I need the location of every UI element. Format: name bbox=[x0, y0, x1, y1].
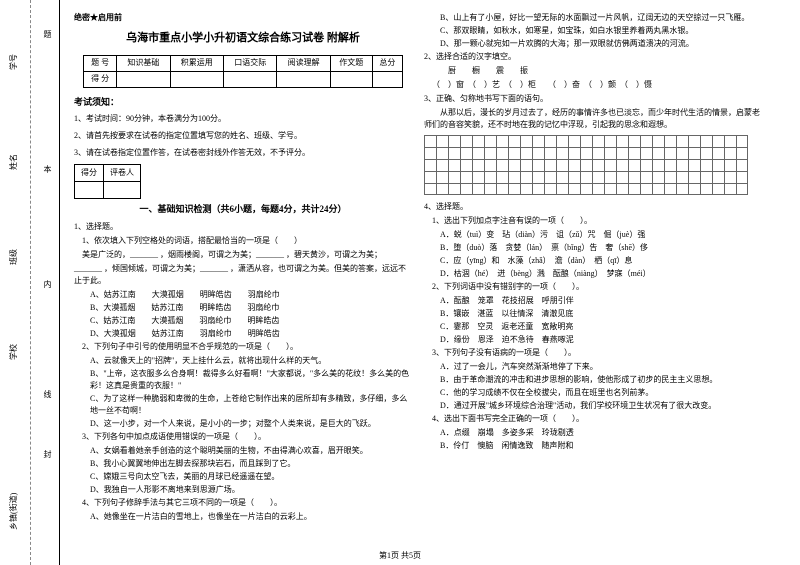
opt: B．镶嵌 湛蓝 以往情深 清澈见底 bbox=[440, 308, 762, 320]
q1-s2: 2、下列句子中引号的使用明显不合乎规范的一项是（ ）。 bbox=[74, 341, 412, 353]
field-class: 班级 bbox=[8, 249, 19, 265]
td: 得 分 bbox=[84, 71, 117, 87]
exam-page: 学号 题 姓名 本 班级 内 学校 线 封 乡镇(街道) 绝密★启用前 乌海市重… bbox=[0, 0, 800, 565]
opt: B、大漠孤烟 姑苏江南 明眸皓齿 羽扇纶巾 bbox=[90, 302, 412, 314]
opt: B、"上帝，这衣服多么合身啊！裁得多么好看啊！"大家都说，"多么美的花纹！多么美… bbox=[90, 368, 412, 392]
opt: C．应（yīng）和 水藻（zhǎ） 澹（dàn） 栖（qī）息 bbox=[440, 255, 762, 267]
page-number: 第1页 共5页 bbox=[0, 550, 800, 561]
q1-l1: 美是广泛的，_______ ，烟雨楼阁，可谓之为美；_______ ，碧天黄沙，… bbox=[74, 249, 412, 261]
td bbox=[170, 71, 223, 87]
notice-title: 考试须知： bbox=[74, 96, 412, 110]
mh: 得分 bbox=[75, 165, 104, 182]
th: 总分 bbox=[372, 55, 402, 71]
td bbox=[224, 71, 277, 87]
notice-3: 3、请在试卷指定位置作答，在试卷密封线外作答无效，不予评分。 bbox=[74, 147, 412, 159]
field-school: 学校 bbox=[8, 344, 19, 360]
opt: C、为了这样一种脆弱和卑微的生命，上苍给它制作出来的居所却有多精致，多仔细，多么… bbox=[90, 393, 412, 417]
opt: B、山上有了小屋，好比一望无际的水面飘过一片风帆，辽阔无边的天空掠过一只飞雁。 bbox=[440, 12, 762, 24]
th: 作文题 bbox=[330, 55, 372, 71]
opt: B．伶仃 懊脑 闲情逸致 随声附和 bbox=[440, 440, 762, 452]
grader-table: 得分评卷人 bbox=[74, 164, 141, 199]
q4-3: 3、下列句子没有语病的一项是（ ）。 bbox=[424, 347, 762, 359]
td bbox=[372, 71, 402, 87]
notice-1: 1、考试时间：90分钟，本卷满分为100分。 bbox=[74, 113, 412, 125]
opt: A．点缀 崩塌 多姿多采 玲珑剔透 bbox=[440, 427, 762, 439]
q1-l2: _______ ，倾国倾城，可谓之为美；_______ ，潇洒从容，也可谓之为美… bbox=[74, 263, 412, 287]
th: 题 号 bbox=[84, 55, 117, 71]
th: 阅读理解 bbox=[277, 55, 330, 71]
opt: C、嫦娥三号向太空飞去，美丽的月球已经遥遥在望。 bbox=[90, 471, 412, 483]
secret-mark: 绝密★启用前 bbox=[74, 12, 412, 24]
opt: C、那双眼睛，如秋水，如寒星，如宝珠，如白水银里养着两丸黑水银。 bbox=[440, 25, 762, 37]
score-table: 题 号 知识基础 积累运用 口语交际 阅读理解 作文题 总分 得 分 bbox=[83, 55, 403, 88]
q1: 1、选择题。 bbox=[74, 221, 412, 233]
q3: 3、正确、匀称地书写下面的语句。 bbox=[424, 93, 762, 105]
mark-1: 题 bbox=[42, 30, 53, 38]
opt: B．堕（duò）落 贪婪（lán） 禀（bǐng）告 奢（shē）侈 bbox=[440, 242, 762, 254]
table-row: 题 号 知识基础 积累运用 口语交际 阅读理解 作文题 总分 bbox=[84, 55, 403, 71]
field-town: 乡镇(街道) bbox=[8, 493, 19, 530]
q3-text: 从那以后，漫长的岁月过去了，经历的事情许多也已淡忘，而少年时代生活的情景，启蒙老… bbox=[424, 107, 762, 131]
binding-margin: 学号 题 姓名 本 班级 内 学校 线 封 乡镇(街道) bbox=[0, 0, 60, 565]
opt: D．通过开展"城乡环境综合治理"活动，我们学校环境卫生状况有了很大改变。 bbox=[440, 400, 762, 412]
right-column: B、山上有了小屋，好比一望无际的水面飘过一片风帆，辽阔无边的天空掠过一只飞雁。 … bbox=[418, 12, 768, 561]
q4: 4、选择题。 bbox=[424, 201, 762, 213]
mark-4: 线 bbox=[42, 390, 53, 398]
mc bbox=[104, 182, 141, 199]
q4-4: 4、选出下面书写完全正确的一项（ ）。 bbox=[424, 413, 762, 425]
td bbox=[277, 71, 330, 87]
opt: D．缘份 恩泽 迫不急待 春燕啄泥 bbox=[440, 334, 762, 346]
td bbox=[330, 71, 372, 87]
opt: A．过了一会儿，汽车突然渐渐地停了下来。 bbox=[440, 361, 762, 373]
opt: D、那一颗心就宛如一片欢腾的大海；那一双眼就仿佛两道溃决的河流。 bbox=[440, 38, 762, 50]
opt: A．酝酿 笼罩 花技招展 呼朋引伴 bbox=[440, 295, 762, 307]
q2: 2、选择合适的汉字填空。 bbox=[424, 51, 762, 63]
th: 口语交际 bbox=[224, 55, 277, 71]
th: 知识基础 bbox=[117, 55, 170, 71]
section1-title: 一、基础知识检测（共6小题，每题4分，共计24分） bbox=[74, 203, 412, 217]
left-column: 绝密★启用前 乌海市重点小学小升初语文综合练习试卷 附解析 题 号 知识基础 积… bbox=[68, 12, 418, 561]
content-area: 绝密★启用前 乌海市重点小学小升初语文综合练习试卷 附解析 题 号 知识基础 积… bbox=[60, 0, 800, 565]
q2-chars: 厨 橱 震 振 bbox=[424, 65, 762, 77]
field-name: 姓名 bbox=[8, 154, 19, 170]
opt: A、她像坐在一片洁白的雪地上，也像坐在一片洁白的云彩上。 bbox=[90, 511, 412, 523]
opt: D、大漠孤烟 姑苏江南 羽扇纶巾 明眸皓齿 bbox=[90, 328, 412, 340]
writing-grid bbox=[424, 135, 762, 195]
td bbox=[117, 71, 170, 87]
opt: A、女娲看着她亲手创造的这个聪明美丽的生物，不由得满心欢喜，眉开眼笑。 bbox=[90, 445, 412, 457]
opt: D、这一小步，对一个人来说，是小小的一步；对整个人类来说，是巨大的飞跃。 bbox=[90, 418, 412, 430]
q1-sub: 1、依次填入下列空格处的词语，搭配最恰当的一项是（ ） bbox=[74, 235, 412, 247]
opt: C．他的学习成绩不仅在全校拔尖，而且在班里也名列前茅。 bbox=[440, 387, 762, 399]
opt: A．蜕（tuì）变 玷（diàn）污 诅（zǔ）咒 倔（juè）强 bbox=[440, 229, 762, 241]
mc bbox=[75, 182, 104, 199]
table-row: 得 分 bbox=[84, 71, 403, 87]
mh: 评卷人 bbox=[104, 165, 141, 182]
opt: C、姑苏江南 大漠孤烟 羽扇纶巾 明眸皓齿 bbox=[90, 315, 412, 327]
opt: A、云就像天上的"招牌"，天上挂什么云，就将出现什么样的天气。 bbox=[90, 355, 412, 367]
q4-1: 1、选出下列加点字注音有误的一项（ ）。 bbox=[424, 215, 762, 227]
mark-3: 内 bbox=[42, 280, 53, 288]
exam-title: 乌海市重点小学小升初语文综合练习试卷 附解析 bbox=[74, 30, 412, 47]
field-id: 学号 bbox=[8, 54, 19, 70]
opt: B、我小心翼翼地伸出左脚去探那块岩石，而且踩到了它。 bbox=[90, 458, 412, 470]
q1-s4: 4、下列句子修辞手法与其它三项不同的一项是（ ）。 bbox=[74, 497, 412, 509]
th: 积累运用 bbox=[170, 55, 223, 71]
opt: A、姑苏江南 大漠孤烟 明眸皓齿 羽扇纶巾 bbox=[90, 289, 412, 301]
opt: B．由于革命潮流的冲击和进步思想的影响，使他形成了初步的民主主义思想。 bbox=[440, 374, 762, 386]
q1-s3: 3、下列各句中加点成语使用错误的一项是（ ）。 bbox=[74, 431, 412, 443]
opt: C．霎那 空灵 返老还童 宽敞明亮 bbox=[440, 321, 762, 333]
opt: D．枯涸（hé） 迸（bèng）溅 酝酿（niàng） 梦寐（méi） bbox=[440, 268, 762, 280]
notice-2: 2、请首先按要求在试卷的指定位置填写您的姓名、班级、学号。 bbox=[74, 130, 412, 142]
q2-blanks: （ ）窗 （ ）艺 （ ）柜 （ ）奋 （ ）颤 （ ）慑 bbox=[424, 79, 762, 91]
dash-line bbox=[30, 0, 31, 565]
mark-5: 封 bbox=[42, 450, 53, 458]
q4-2: 2、下列词语中没有错别字的一项（ ）。 bbox=[424, 281, 762, 293]
opt: D、我独自一人形影不离地来到思源广场。 bbox=[90, 484, 412, 496]
mark-2: 本 bbox=[42, 165, 53, 173]
